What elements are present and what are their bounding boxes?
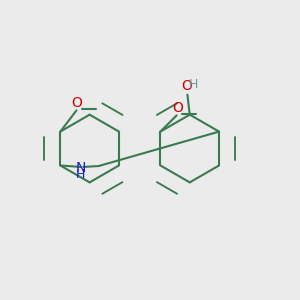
Text: O: O — [72, 95, 83, 110]
Text: N: N — [75, 160, 86, 175]
Text: H: H — [189, 78, 199, 91]
Text: O: O — [182, 79, 192, 93]
Text: O: O — [172, 100, 183, 115]
Text: H: H — [76, 168, 85, 181]
